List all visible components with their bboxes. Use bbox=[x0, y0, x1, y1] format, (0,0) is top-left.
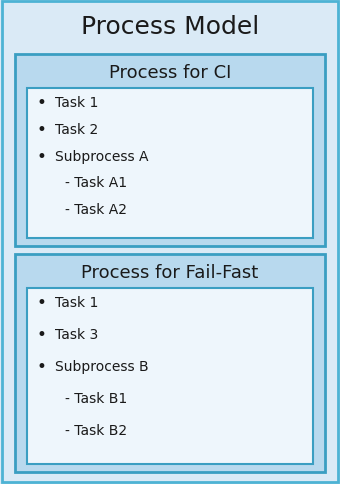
Text: •: • bbox=[36, 121, 46, 138]
Text: Subprocess A: Subprocess A bbox=[55, 149, 149, 163]
Text: •: • bbox=[36, 357, 46, 375]
Text: - Task A1: - Task A1 bbox=[65, 176, 127, 190]
Text: •: • bbox=[36, 293, 46, 311]
Text: Process for CI: Process for CI bbox=[109, 64, 231, 82]
Text: Subprocess B: Subprocess B bbox=[55, 359, 149, 373]
FancyBboxPatch shape bbox=[27, 89, 313, 239]
Text: - Task A2: - Task A2 bbox=[65, 203, 127, 217]
Text: Task 3: Task 3 bbox=[55, 327, 98, 341]
FancyBboxPatch shape bbox=[15, 55, 325, 246]
Text: - Task B1: - Task B1 bbox=[65, 391, 127, 405]
Text: - Task B2: - Task B2 bbox=[65, 423, 127, 437]
Text: Process for Fail-Fast: Process for Fail-Fast bbox=[81, 263, 259, 281]
Text: Task 1: Task 1 bbox=[55, 96, 98, 110]
Text: •: • bbox=[36, 94, 46, 112]
FancyBboxPatch shape bbox=[27, 288, 313, 464]
FancyBboxPatch shape bbox=[15, 255, 325, 472]
Text: •: • bbox=[36, 325, 46, 343]
Text: Task 2: Task 2 bbox=[55, 122, 98, 136]
Text: Process Model: Process Model bbox=[81, 15, 259, 39]
Text: Task 1: Task 1 bbox=[55, 295, 98, 309]
Text: •: • bbox=[36, 147, 46, 165]
